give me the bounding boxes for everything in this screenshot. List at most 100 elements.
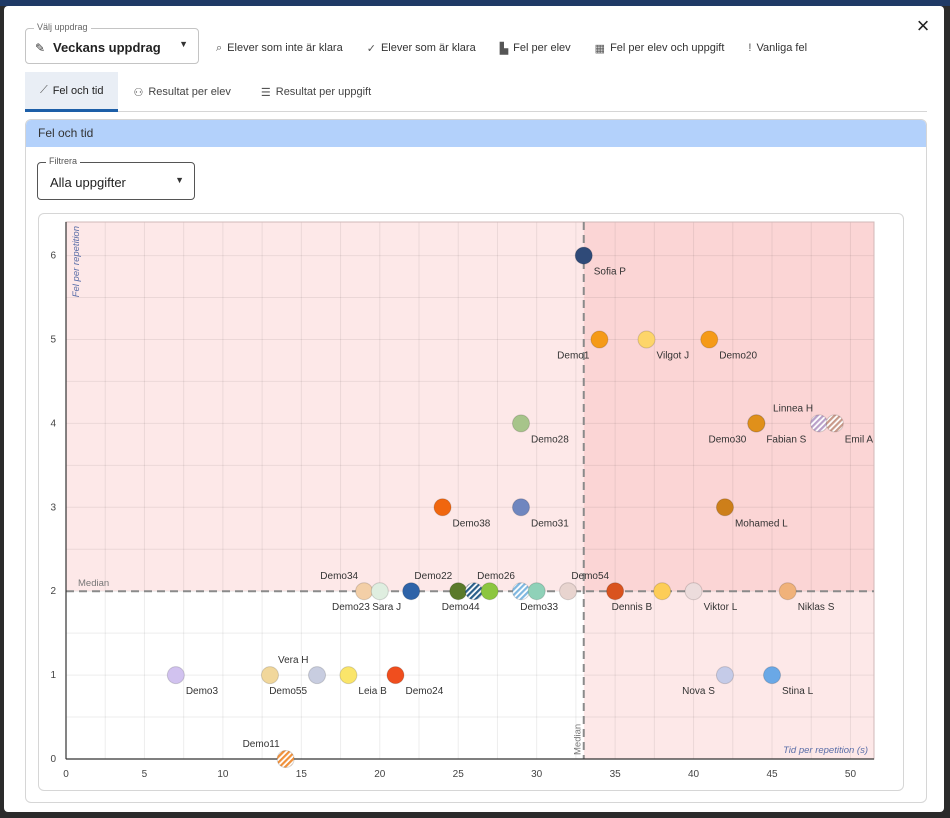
filter-select[interactable]: Filtrera Alla uppgifter ▼ <box>37 156 195 200</box>
x-axis-title: Tid per repetition (s) <box>783 745 868 756</box>
line-chart-icon: ⟋ <box>40 84 48 96</box>
point-label: Leia B <box>358 686 387 697</box>
student-point <box>511 582 530 601</box>
tab-results-per-task[interactable]: ☰ Resultat per uppgift <box>246 72 386 112</box>
student-point <box>260 666 279 685</box>
binoculars-icon: ⌕ <box>216 41 223 54</box>
student-point <box>276 750 295 768</box>
point-label: Sofia P <box>594 267 627 278</box>
student-point <box>778 582 797 601</box>
point-label: Demo26 <box>477 571 515 582</box>
student-point <box>763 666 782 685</box>
point-label: Mohamed L <box>735 518 788 529</box>
edit-note-icon: ✎ <box>35 41 46 55</box>
chevron-down-icon: ▼ <box>175 175 184 185</box>
student-point <box>464 582 483 601</box>
region-upper-right <box>583 222 874 592</box>
tab-results-per-student-label: Resultat per elev <box>148 86 231 98</box>
x-tick-label: 50 <box>845 769 857 780</box>
student-point <box>449 582 468 601</box>
point-label: Vera H <box>278 655 309 666</box>
point-label: Demo20 <box>719 350 757 361</box>
student-point <box>747 414 766 433</box>
student-point <box>386 666 405 685</box>
point-label: Demo23 <box>332 602 370 613</box>
point-label: Demo28 <box>531 434 569 445</box>
point-label: Vilgot J <box>657 350 690 361</box>
y-tick-label: 4 <box>50 418 56 429</box>
x-tick-label: 20 <box>374 769 386 780</box>
common-errors-button[interactable]: ! Vanliga fel <box>748 40 807 56</box>
y-tick-label: 5 <box>50 334 56 345</box>
student-point <box>684 582 703 601</box>
x-tick-label: 40 <box>688 769 700 780</box>
tab-results-per-task-label: Resultat per uppgift <box>275 86 372 98</box>
student-point <box>511 414 530 433</box>
y-axis-title: Fel per repetition <box>71 226 82 297</box>
student-point <box>308 666 327 685</box>
y-tick-label: 6 <box>50 251 56 262</box>
point-label: Fabian S <box>766 434 806 445</box>
student-point <box>527 582 546 601</box>
x-tick-label: 5 <box>142 769 148 780</box>
point-label: Demo3 <box>186 686 219 697</box>
check-icon: ✓ <box>366 42 376 55</box>
student-point <box>606 582 625 601</box>
point-label: Linnea H <box>773 403 813 414</box>
assignment-select-legend: Välj uppdrag <box>34 22 91 32</box>
tab-results-per-student[interactable]: ⚇ Resultat per elev <box>118 72 245 112</box>
done-students-button[interactable]: ✓ Elever som är klara <box>367 40 476 56</box>
point-label: Demo44 <box>442 602 480 613</box>
student-point <box>370 582 389 601</box>
student-point <box>810 414 829 433</box>
not-done-students-button[interactable]: ⌕ Elever som inte är klara <box>216 40 343 56</box>
errors-per-student-button[interactable]: ▙ Fel per elev <box>500 40 571 56</box>
student-point <box>700 330 719 349</box>
student-point <box>339 666 358 685</box>
student-point <box>574 246 593 265</box>
tab-errors-and-time[interactable]: ⟋ Fel och tid <box>25 72 119 112</box>
x-tick-label: 30 <box>531 769 543 780</box>
assignment-select-value: Veckans uppdrag <box>53 40 161 55</box>
point-label: Demo11 <box>243 739 280 750</box>
point-label: Demo33 <box>520 602 558 613</box>
point-label: Nova S <box>682 686 715 697</box>
person-icon: ⚇ <box>133 86 144 99</box>
x-tick-label: 0 <box>63 769 69 780</box>
point-label: Viktor L <box>704 602 738 613</box>
filter-value: Alla uppgifter <box>50 175 126 190</box>
median-label-vertical: Median <box>573 724 584 755</box>
window-top-strip <box>0 0 950 6</box>
student-point <box>166 666 185 685</box>
x-tick-label: 10 <box>217 769 229 780</box>
point-label: Demo38 <box>453 518 491 529</box>
y-tick-label: 0 <box>50 754 56 765</box>
student-point <box>825 414 844 433</box>
common-errors-label: Vanliga fel <box>756 42 808 54</box>
errors-per-student-label: Fel per elev <box>513 42 571 54</box>
bar-chart-icon: ▙ <box>499 42 509 55</box>
assignment-select[interactable]: Välj uppdrag ✎ Veckans uppdrag ▼ <box>25 22 199 64</box>
y-tick-label: 1 <box>50 670 56 681</box>
student-point <box>653 582 672 601</box>
errors-per-student-task-label: Fel per elev och uppgift <box>610 42 725 54</box>
point-label: Demo1 <box>557 350 590 361</box>
student-point <box>355 582 374 601</box>
tab-bar: ⟋ Fel och tid ⚇ Resultat per elev ☰ Resu… <box>25 72 927 112</box>
list-icon: ☰ <box>260 86 271 99</box>
filter-legend: Filtrera <box>46 156 81 166</box>
region-upper-left <box>66 222 584 592</box>
point-label: Demo31 <box>531 518 569 529</box>
card-title: Fel och tid <box>26 120 926 147</box>
errors-per-student-task-button[interactable]: ▦ Fel per elev och uppgift <box>595 40 725 56</box>
student-point <box>590 330 609 349</box>
point-label: Demo34 <box>320 571 358 582</box>
point-label: Demo54 <box>571 571 609 582</box>
point-label: Sara J <box>372 602 401 613</box>
chevron-down-icon: ▼ <box>179 39 188 49</box>
student-point <box>715 666 734 685</box>
close-icon[interactable]: × <box>916 13 930 38</box>
point-label: Dennis B <box>612 602 653 613</box>
student-point <box>715 498 734 517</box>
x-tick-label: 45 <box>766 769 778 780</box>
